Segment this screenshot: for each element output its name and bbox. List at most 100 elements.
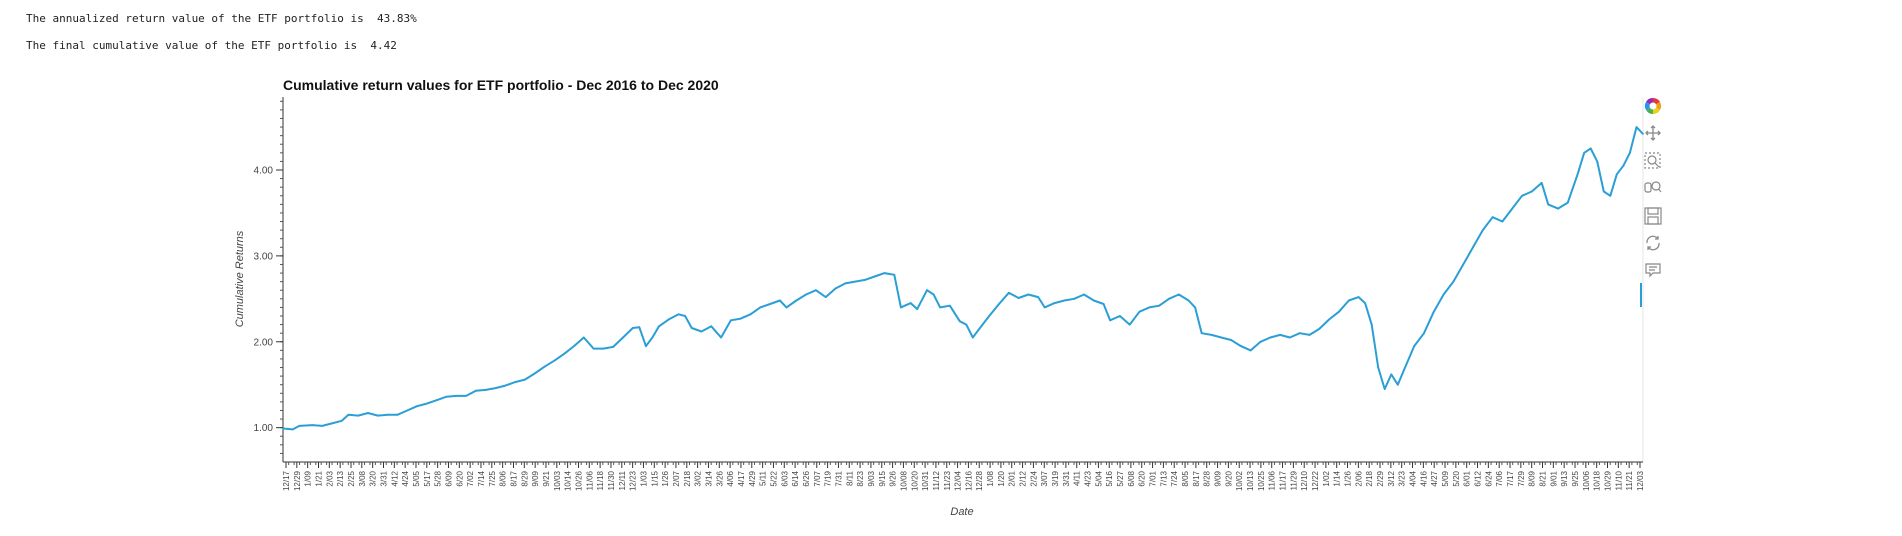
- chart-plot-area[interactable]: [282, 126, 1644, 431]
- data-point: [311, 424, 314, 426]
- x-tick-label: 8/06: [499, 470, 508, 486]
- x-tick-label: 12/11: [618, 470, 627, 490]
- data-point: [1583, 151, 1586, 154]
- data-point: [1318, 328, 1321, 330]
- data-point: [710, 325, 713, 328]
- x-tick-label: 9/26: [889, 470, 898, 486]
- hover-icon[interactable]: [1640, 259, 1666, 281]
- data-point: [406, 409, 409, 412]
- reset-icon[interactable]: [1640, 232, 1666, 254]
- y-tick-label: 4.00: [254, 166, 274, 177]
- data-point: [949, 304, 951, 307]
- data-point: [1462, 263, 1465, 266]
- data-point: [514, 381, 516, 383]
- data-point: [824, 296, 827, 298]
- x-tick-label: 7/13: [1159, 470, 1168, 486]
- data-point: [978, 328, 981, 330]
- x-tick-label: 9/01: [1549, 470, 1558, 486]
- x-tick-label: 9/03: [867, 470, 876, 486]
- x-tick-label: 1/20: [997, 470, 1006, 486]
- data-point: [543, 365, 546, 368]
- save-icon[interactable]: [1640, 205, 1666, 227]
- data-point: [1138, 310, 1141, 313]
- x-tick-label: 4/17: [737, 470, 746, 486]
- data-point: [1073, 297, 1076, 300]
- x-tick-label: 2/13: [336, 470, 345, 486]
- data-point: [573, 345, 575, 347]
- x-tick-label: 5/28: [434, 470, 443, 486]
- x-tick-label: 11/06: [1268, 470, 1277, 490]
- data-point: [367, 412, 369, 414]
- data-point: [749, 313, 752, 316]
- x-tick-label: 11/06: [585, 470, 594, 490]
- data-point: [298, 425, 301, 427]
- box-zoom-icon[interactable]: [1640, 150, 1666, 172]
- x-tick-label: 12/04: [954, 470, 963, 491]
- data-point: [1148, 306, 1151, 309]
- x-tick-label: 7/06: [1495, 470, 1504, 486]
- chart-title: Cumulative return values for ETF portfol…: [283, 77, 719, 93]
- x-tick-label: 3/12: [1387, 470, 1396, 486]
- data-point: [1370, 323, 1373, 326]
- x-tick-label: 6/03: [780, 470, 789, 486]
- data-point: [1596, 160, 1599, 163]
- data-point: [1390, 373, 1393, 376]
- x-tick-label: 3/26: [715, 470, 724, 486]
- data-point: [815, 289, 817, 292]
- x-tick-label: 7/24: [1170, 470, 1179, 486]
- series-line[interactable]: [282, 126, 1644, 431]
- final-cumulative-output: The final cumulative value of the ETF po…: [26, 39, 397, 52]
- x-tick-label: 3/31: [1062, 470, 1071, 486]
- data-point: [1472, 246, 1474, 249]
- data-point: [1511, 207, 1514, 210]
- data-point: [386, 413, 389, 416]
- data-point: [1279, 334, 1281, 336]
- data-point: [1442, 293, 1445, 296]
- data-point: [1629, 151, 1631, 154]
- x-tick-label: 1/21: [314, 470, 323, 486]
- x-tick-label: 11/12: [932, 470, 941, 490]
- x-tick-label: 9/13: [1560, 470, 1569, 486]
- x-tick-label: 10/29: [1604, 470, 1613, 491]
- x-tick-label: 12/23: [629, 470, 638, 491]
- x-tick-label: 12/16: [964, 470, 973, 491]
- data-point: [926, 289, 928, 292]
- data-point: [1220, 336, 1223, 339]
- x-tick-label: 1/08: [986, 470, 995, 486]
- data-point: [932, 293, 935, 296]
- data-point: [854, 280, 856, 283]
- data-point: [677, 313, 680, 316]
- data-point: [834, 287, 837, 290]
- data-point: [1289, 336, 1291, 339]
- x-tick-label: 6/14: [791, 470, 800, 486]
- data-point: [1269, 336, 1272, 339]
- data-point: [1109, 319, 1111, 322]
- data-point: [1027, 293, 1030, 296]
- wheel-zoom-icon[interactable]: [1640, 177, 1666, 199]
- x-tick-label: 1/26: [661, 470, 670, 486]
- x-tick-label: 2/03: [325, 470, 334, 486]
- data-point: [1119, 315, 1121, 317]
- data-point: [582, 336, 585, 339]
- data-point: [1210, 334, 1213, 336]
- data-point: [1566, 201, 1569, 204]
- data-point: [873, 275, 876, 278]
- bokeh-logo-icon[interactable]: [1640, 95, 1666, 117]
- data-point: [1615, 173, 1618, 176]
- data-point: [475, 389, 477, 392]
- x-tick-label: 8/05: [1181, 470, 1190, 486]
- x-tick-label: 8/09: [1528, 470, 1537, 486]
- data-point: [331, 422, 333, 425]
- annualized-return-output: The annualized return value of the ETF p…: [26, 12, 417, 25]
- pan-icon[interactable]: [1640, 122, 1666, 144]
- data-point: [504, 384, 507, 387]
- data-point: [592, 347, 595, 350]
- x-tick-label: 8/17: [509, 470, 518, 486]
- data-point: [455, 395, 458, 397]
- x-tick-label: 6/26: [802, 470, 811, 486]
- data-point: [612, 346, 615, 348]
- data-point: [690, 327, 693, 329]
- data-point: [1017, 297, 1020, 299]
- x-tick-label: 11/23: [943, 470, 952, 490]
